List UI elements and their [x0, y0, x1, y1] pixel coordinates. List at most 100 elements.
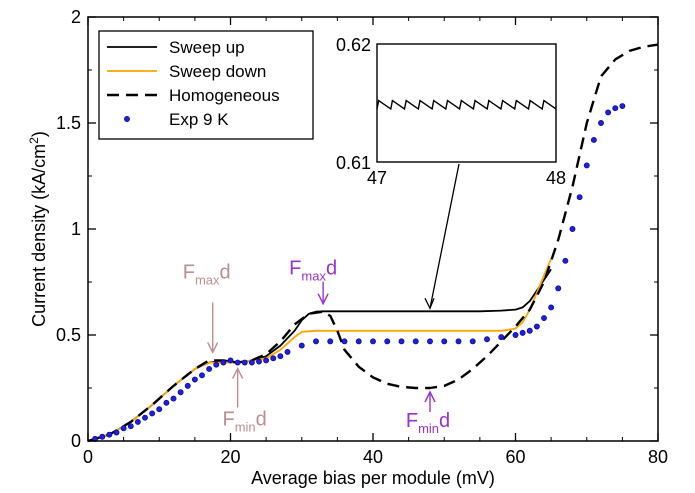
inset-x-tick-label: 48: [546, 168, 566, 188]
annotation-fmind: Fmind: [406, 390, 450, 436]
data-point: [427, 338, 433, 345]
legend-entry-exp-9-k: Exp 9 K: [124, 110, 229, 129]
legend-entry-sweep-down: Sweep down: [107, 62, 266, 81]
x-tick-label: 0: [83, 447, 93, 467]
data-point: [313, 338, 319, 345]
data-point: [526, 327, 533, 334]
data-point: [455, 338, 462, 345]
series-sweep-down: [87, 258, 552, 442]
legend-marker: [124, 116, 130, 122]
data-point: [341, 338, 348, 345]
series-line: [87, 43, 659, 443]
annotation-label: Fmind: [406, 410, 450, 436]
data-point: [256, 358, 262, 365]
annotation-fmaxd: Fmaxd: [183, 261, 231, 355]
data-point: [512, 332, 519, 338]
data-point: [284, 349, 291, 355]
data-point: [619, 103, 626, 109]
legend-entry-sweep-up: Sweep up: [107, 38, 245, 57]
y-tick-label: 0: [71, 431, 81, 451]
legend-label: Sweep up: [169, 38, 245, 57]
data-point: [484, 336, 490, 343]
inset-frame: [376, 43, 557, 163]
data-point: [541, 315, 547, 321]
data-point: [583, 162, 590, 169]
data-point: [548, 304, 555, 311]
y-tick-label: 0.5: [56, 325, 81, 345]
y-tick-label: 1: [71, 219, 81, 239]
data-point: [241, 359, 248, 366]
data-point: [113, 429, 120, 436]
data-point: [127, 423, 134, 430]
data-point: [213, 361, 220, 368]
data-point: [220, 359, 227, 366]
inset-x-tick-label: 47: [367, 168, 387, 188]
data-point: [469, 338, 476, 345]
inset-pointer-line: [429, 163, 460, 309]
data-point: [355, 338, 362, 345]
data-point: [248, 359, 255, 366]
y-axis-label: Current density (kA/cm2): [27, 131, 49, 327]
annotation-fmind: Fmind: [222, 366, 267, 435]
annotation-label: Fmaxd: [289, 258, 337, 284]
data-point: [398, 338, 405, 345]
legend-label: Exp 9 K: [169, 110, 229, 129]
data-point: [498, 334, 505, 341]
data-point: [227, 357, 234, 364]
data-point: [142, 414, 148, 421]
inset-y-tick-label: 0.61: [336, 153, 371, 173]
data-point: [206, 365, 213, 372]
data-point: [170, 395, 177, 402]
annotation-arrowhead: [424, 390, 436, 403]
data-point: [569, 226, 576, 232]
annotation-arrowhead: [207, 342, 219, 355]
data-point: [605, 109, 612, 116]
data-point: [612, 105, 619, 112]
data-point: [149, 410, 156, 417]
data-point: [327, 338, 334, 345]
data-point: [177, 389, 184, 396]
legend-box: [98, 30, 314, 140]
data-point: [270, 355, 277, 362]
y-tick-label: 2: [71, 7, 81, 27]
legend-entry-homogeneous: Homogeneous: [107, 86, 280, 105]
data-point: [99, 433, 106, 440]
inset-y-tick-label: 0.62: [336, 35, 371, 55]
data-point: [562, 257, 569, 264]
data-point: [576, 194, 583, 201]
x-tick-label: 60: [505, 447, 525, 467]
data-point: [598, 120, 604, 126]
x-axis-label: Average bias per module (mV): [251, 468, 495, 488]
annotation-arrowhead: [231, 366, 244, 379]
inset-sawtooth: [376, 99, 557, 111]
series-homogeneous: [87, 43, 659, 443]
annotation-fmaxd: Fmaxd: [289, 258, 337, 306]
data-point: [184, 382, 191, 389]
data-point: [191, 376, 198, 383]
data-point: [384, 338, 391, 345]
annotation-label: Fmind: [222, 409, 266, 435]
data-point: [441, 338, 448, 345]
data-point: [370, 338, 376, 345]
data-point: [263, 357, 270, 364]
x-tick-label: 20: [220, 447, 240, 467]
annotation-label: Fmaxd: [183, 261, 231, 287]
data-point: [156, 406, 163, 413]
data-point: [298, 342, 305, 349]
data-point: [412, 338, 419, 345]
data-point: [555, 285, 562, 292]
data-point: [519, 329, 526, 336]
data-point: [533, 323, 540, 330]
data-point: [277, 353, 284, 360]
y-tick-label: 1.5: [56, 113, 81, 133]
data-point: [134, 418, 141, 425]
series-line: [87, 258, 552, 442]
data-point: [590, 137, 597, 143]
data-point: [163, 399, 170, 406]
x-tick-label: 40: [363, 447, 383, 467]
data-point: [234, 359, 241, 366]
data-point: [106, 431, 113, 438]
inset-pointer-arrowhead: [424, 297, 435, 310]
legend-label: Sweep down: [169, 62, 266, 81]
